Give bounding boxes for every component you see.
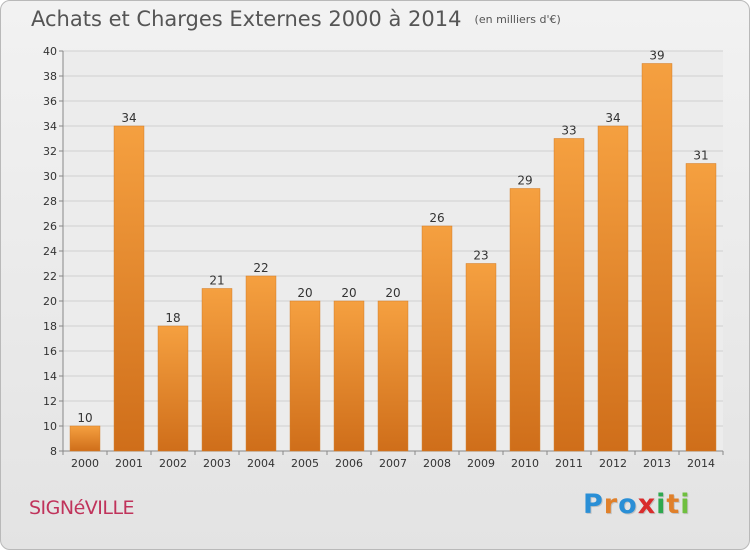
bar-value-label: 10 <box>77 411 92 425</box>
bar-value-label: 18 <box>165 311 180 325</box>
x-tick-label: 2013 <box>643 457 671 470</box>
bar <box>509 188 541 452</box>
bar-value-label: 34 <box>121 111 136 125</box>
y-tick-label: 36 <box>43 95 57 108</box>
x-tick-label: 2000 <box>71 457 99 470</box>
bar-value-label: 20 <box>341 286 356 300</box>
bar <box>377 300 409 452</box>
bar-value-label: 20 <box>297 286 312 300</box>
bar-value-label: 34 <box>605 111 620 125</box>
bar <box>245 275 277 452</box>
brand-letter: i <box>680 489 691 520</box>
brand-letter: i <box>656 489 667 520</box>
bar <box>685 163 717 452</box>
bar-value-label: 39 <box>649 49 664 63</box>
bar-value-label: 31 <box>693 149 708 163</box>
x-tick-label: 2011 <box>555 457 583 470</box>
chart-unit: (en milliers d'€) <box>474 13 561 26</box>
brand-letter: r <box>603 489 619 520</box>
brand-letter: t <box>666 489 681 520</box>
bar <box>597 125 629 452</box>
y-tick-label: 26 <box>43 220 57 233</box>
y-tick-label: 8 <box>50 445 57 458</box>
bar <box>113 125 145 452</box>
bar <box>333 300 365 452</box>
x-tick-label: 2012 <box>599 457 627 470</box>
y-tick-label: 14 <box>43 370 57 383</box>
proxiti-logo: Proxiti <box>583 489 691 520</box>
bar-value-label: 29 <box>517 174 532 188</box>
x-tick-label: 2007 <box>379 457 407 470</box>
city-name: SIGNéVILLE <box>29 497 135 519</box>
bar-value-label: 23 <box>473 249 488 263</box>
chart-title: Achats et Charges Externes 2000 à 2014 <box>31 7 462 31</box>
y-tick-label: 16 <box>43 345 57 358</box>
bar-value-label: 26 <box>429 211 444 225</box>
bar-value-label: 22 <box>253 261 268 275</box>
x-tick-label: 2008 <box>423 457 451 470</box>
bar <box>289 300 321 452</box>
bar <box>201 288 233 452</box>
y-tick-label: 22 <box>43 270 57 283</box>
brand-letter: o <box>618 489 638 520</box>
x-tick-label: 2014 <box>687 457 715 470</box>
x-tick-label: 2005 <box>291 457 319 470</box>
brand-letter: x <box>637 489 657 520</box>
x-tick-label: 2006 <box>335 457 363 470</box>
x-tick-label: 2009 <box>467 457 495 470</box>
x-tick-label: 2004 <box>247 457 275 470</box>
bar-value-label: 21 <box>209 274 224 288</box>
bar-value-label: 33 <box>561 124 576 138</box>
y-tick-label: 12 <box>43 395 57 408</box>
y-tick-label: 34 <box>43 120 57 133</box>
bar <box>553 138 585 452</box>
x-tick-label: 2003 <box>203 457 231 470</box>
y-tick-label: 38 <box>43 70 57 83</box>
y-tick-label: 28 <box>43 195 57 208</box>
bar <box>641 63 673 452</box>
y-tick-label: 40 <box>43 45 57 58</box>
bar <box>157 325 189 452</box>
bar <box>69 425 101 452</box>
y-tick-label: 18 <box>43 320 57 333</box>
bar-value-label: 20 <box>385 286 400 300</box>
y-tick-label: 24 <box>43 245 57 258</box>
bar <box>421 225 453 452</box>
x-tick-label: 2010 <box>511 457 539 470</box>
y-tick-label: 20 <box>43 295 57 308</box>
y-tick-label: 30 <box>43 170 57 183</box>
y-tick-label: 10 <box>43 420 57 433</box>
chart-header: Achats et Charges Externes 2000 à 2014 (… <box>31 7 561 31</box>
bar <box>465 263 497 452</box>
y-tick-label: 32 <box>43 145 57 158</box>
x-tick-label: 2001 <box>115 457 143 470</box>
x-tick-label: 2002 <box>159 457 187 470</box>
brand-letter: P <box>583 489 604 520</box>
